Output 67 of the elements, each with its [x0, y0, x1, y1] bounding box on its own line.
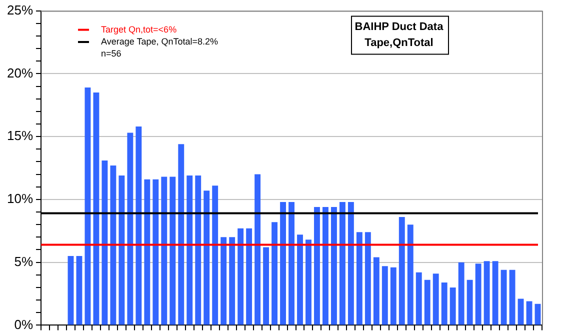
- bar: [492, 261, 498, 325]
- bar: [416, 272, 422, 325]
- bar: [364, 232, 371, 325]
- bar: [509, 270, 516, 325]
- y-tick-label: 0%: [14, 316, 34, 332]
- bar: [526, 301, 532, 325]
- bar: [466, 280, 473, 325]
- bar: [220, 237, 227, 325]
- annotation: n=56: [101, 48, 122, 58]
- bar: [272, 222, 278, 325]
- bar: [322, 206, 328, 325]
- bar: [398, 217, 405, 325]
- y-tick-label: 20%: [6, 65, 34, 80]
- bar: [102, 160, 108, 325]
- bar: [500, 270, 507, 325]
- bar: [68, 256, 74, 325]
- bar: [84, 88, 91, 325]
- bar: [356, 232, 362, 325]
- bar: [212, 186, 218, 325]
- text: BAIHP Duct Data: [354, 20, 444, 33]
- bar: [238, 228, 244, 325]
- legend-label: Target Qn,tot=<6%: [101, 24, 177, 34]
- bar: [288, 202, 294, 325]
- y-tick-label: 10%: [6, 191, 34, 206]
- bar: [118, 176, 125, 325]
- bar: [195, 176, 202, 325]
- bar: [76, 256, 82, 325]
- bar: [280, 202, 286, 325]
- y-tick-label: 25%: [6, 2, 34, 18]
- bar: [127, 132, 134, 325]
- bar: [161, 176, 168, 325]
- bar: [229, 237, 236, 325]
- bar: [518, 298, 524, 325]
- bar: [110, 165, 116, 325]
- bar: [306, 240, 312, 325]
- y-tick-label: 15%: [6, 128, 34, 144]
- bar: [424, 280, 430, 325]
- annotation: Average Tape, QnTotal=8.2%: [101, 36, 218, 46]
- bar: [204, 190, 210, 325]
- bar: [178, 144, 184, 325]
- bar: [441, 282, 448, 325]
- bar: [330, 206, 337, 325]
- bar: [152, 179, 159, 325]
- bar: [373, 257, 380, 325]
- bar: [348, 202, 354, 325]
- y-tick-label: 5%: [14, 254, 34, 269]
- bar: [297, 234, 303, 325]
- text: Tape,QnTotal: [364, 36, 434, 49]
- bar: [254, 174, 261, 325]
- bar: [314, 206, 320, 325]
- bar: [484, 261, 490, 325]
- bar: [534, 304, 541, 325]
- bar: [475, 264, 482, 325]
- bar: [432, 274, 439, 325]
- bar: [382, 266, 388, 325]
- bar: [450, 287, 456, 325]
- bar: [390, 267, 396, 325]
- bar: [246, 228, 252, 325]
- bar: [263, 247, 270, 325]
- bar: [458, 262, 464, 325]
- bar: [407, 224, 414, 325]
- bar: [144, 179, 150, 325]
- bar: [170, 176, 176, 325]
- bar: [339, 202, 346, 325]
- bar: [136, 126, 142, 325]
- bar: [93, 92, 100, 325]
- bar: [186, 176, 193, 325]
